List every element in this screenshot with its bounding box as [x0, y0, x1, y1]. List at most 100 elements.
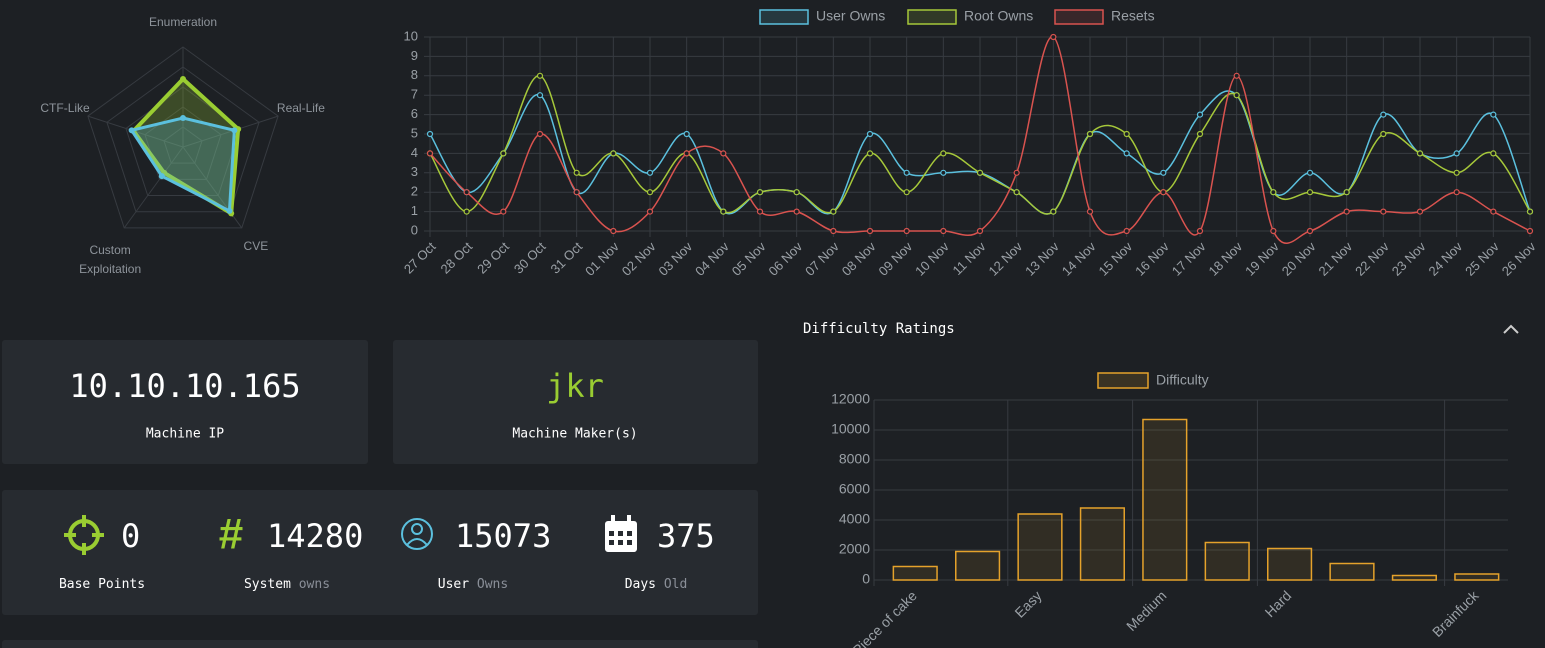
bar: [1391, 574, 1437, 581]
series-point: [1123, 130, 1130, 138]
legend-swatch: [907, 9, 957, 25]
series-point: [463, 189, 470, 196]
stat-value: 14280: [267, 517, 363, 555]
series-point: [1160, 189, 1167, 196]
bar: [955, 550, 1001, 581]
x-tick-label: 01 Nov: [582, 239, 622, 279]
collapse-chevron[interactable]: [1503, 324, 1519, 334]
y-tick-label: 6: [411, 106, 418, 121]
x-tick-label: 13 Nov: [1022, 239, 1062, 279]
y-tick-label: 10000: [831, 421, 870, 437]
series-point: [1050, 208, 1057, 215]
bar: [1267, 547, 1313, 581]
radar-label: CVE: [243, 239, 269, 254]
x-tick-label: 02 Nov: [619, 239, 659, 279]
stat-label: User Owns: [438, 577, 508, 592]
series-point: [1416, 150, 1424, 157]
series-point: [866, 130, 874, 138]
series-point: [940, 150, 947, 157]
series-point: [1343, 189, 1350, 196]
panel-title: Difficulty Ratings: [803, 321, 955, 337]
series-point: [976, 227, 984, 235]
x-tick-label: 30 Oct: [511, 239, 549, 277]
x-tick-label: Brainfuck: [1429, 587, 1482, 640]
series-point: [646, 169, 654, 176]
series-point: [1233, 72, 1240, 79]
series-point: [1123, 227, 1130, 235]
radar-point: [128, 127, 135, 134]
bar: [1204, 541, 1250, 581]
series-point: [1123, 150, 1130, 157]
series-point: [1050, 33, 1057, 41]
series-point: [1270, 227, 1277, 235]
radar-point: [226, 207, 233, 214]
ip-label: Machine IP: [146, 427, 224, 442]
x-tick-label: 22 Nov: [1352, 239, 1392, 279]
bar: [1329, 562, 1375, 581]
stat-value: 15073: [455, 517, 551, 555]
series-point: [866, 150, 874, 157]
user-icon: [401, 518, 433, 550]
y-tick-label: 8000: [839, 451, 870, 467]
x-tick-label: 04 Nov: [692, 239, 732, 279]
x-tick-label: 26 Nov: [1499, 239, 1539, 279]
series-point: [793, 189, 800, 196]
y-tick-label: 3: [411, 164, 418, 179]
radar-ring: [106, 66, 260, 213]
series-point: [976, 169, 984, 176]
x-tick-label: 11 Nov: [949, 239, 988, 278]
legend-label: User Owns: [816, 8, 885, 24]
series-point: [646, 208, 654, 215]
ip-card: [2, 340, 368, 464]
y-tick-label: 2000: [839, 541, 870, 557]
series-point: [866, 227, 874, 235]
stat-label-text: Days: [625, 577, 656, 592]
series-point: [1416, 208, 1424, 215]
bar: [1454, 573, 1500, 581]
radar-label: Enumeration: [148, 15, 218, 29]
radar-label: Real-Life: [276, 100, 325, 115]
stat-sublabel: Old: [664, 577, 687, 592]
series-point: [1013, 169, 1020, 176]
x-tick-label: Medium: [1123, 587, 1170, 634]
series-point: [1306, 227, 1314, 235]
maker-card: [393, 340, 758, 464]
legend-label: Resets: [1111, 8, 1155, 24]
stat-value: 0: [121, 517, 140, 555]
series-point: [1453, 169, 1460, 176]
radar-label: Custom Exploitation: [79, 243, 142, 277]
radar-point: [180, 76, 186, 82]
maker-value[interactable]: jkr: [546, 367, 604, 405]
radar-area: [129, 116, 236, 214]
radar-spoke: [182, 115, 279, 148]
stat-sublabel: Owns: [477, 577, 508, 592]
radar-label: CTF-Like: [40, 100, 90, 115]
series-point: [1453, 150, 1460, 157]
series-point: [1380, 111, 1387, 118]
series-point: [683, 150, 690, 157]
series-point: [573, 169, 580, 176]
next-card: [2, 640, 758, 648]
bar: [1079, 507, 1125, 581]
x-tick-label: 06 Nov: [765, 239, 805, 279]
hash-icon: #: [219, 510, 243, 559]
series-point: [500, 150, 507, 157]
y-tick-label: 12000: [831, 391, 870, 407]
series-point: [830, 208, 837, 215]
series-point: [610, 227, 617, 235]
series-point: [1013, 189, 1020, 196]
series-point: [1086, 208, 1094, 215]
x-tick-label: Easy: [1011, 587, 1044, 620]
x-tick-label: 14 Nov: [1059, 239, 1099, 279]
stat-label: System owns: [244, 577, 330, 592]
stats-card: [2, 490, 758, 615]
series-point: [1270, 189, 1277, 196]
series-point: [903, 189, 910, 196]
x-tick-label: Hard: [1262, 587, 1295, 620]
radar-spoke: [123, 146, 184, 229]
y-tick-label: 2: [411, 184, 418, 199]
ip-value: 10.10.10.165: [69, 367, 300, 405]
series-point: [720, 208, 727, 215]
